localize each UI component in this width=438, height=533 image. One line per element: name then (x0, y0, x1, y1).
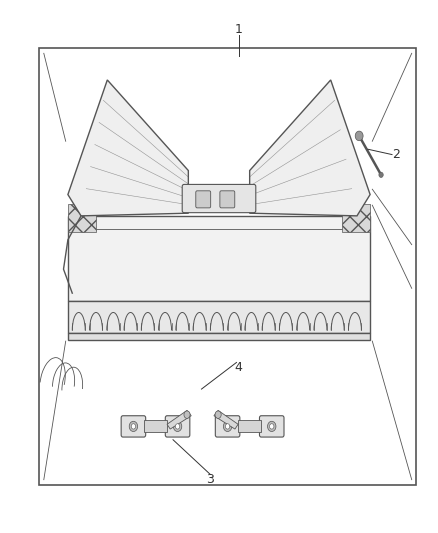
Polygon shape (167, 410, 191, 429)
Text: 3: 3 (206, 473, 214, 486)
Bar (68, 216, 370, 301)
Circle shape (223, 421, 232, 432)
Text: 2: 2 (392, 148, 400, 161)
Circle shape (175, 424, 180, 429)
FancyBboxPatch shape (196, 191, 211, 208)
Bar (68, 204, 96, 232)
Circle shape (379, 172, 383, 177)
Polygon shape (250, 80, 370, 216)
Circle shape (215, 411, 221, 418)
Circle shape (269, 424, 274, 429)
Bar (68, 301, 370, 333)
Polygon shape (214, 410, 238, 429)
Bar (238, 421, 261, 432)
Bar (342, 204, 370, 232)
Text: 4: 4 (235, 361, 243, 374)
Circle shape (226, 424, 230, 429)
Circle shape (355, 131, 363, 141)
FancyBboxPatch shape (215, 416, 240, 437)
Circle shape (173, 421, 182, 432)
FancyBboxPatch shape (165, 416, 190, 437)
FancyBboxPatch shape (220, 191, 235, 208)
Polygon shape (68, 80, 188, 216)
Bar (144, 421, 167, 432)
Circle shape (131, 424, 136, 429)
Bar (68, 333, 370, 340)
Circle shape (184, 411, 190, 418)
Circle shape (268, 421, 276, 432)
FancyBboxPatch shape (182, 184, 256, 213)
Bar (39, 48, 416, 485)
FancyBboxPatch shape (259, 416, 284, 437)
Circle shape (129, 421, 138, 432)
Text: 1: 1 (235, 23, 243, 36)
FancyBboxPatch shape (121, 416, 146, 437)
